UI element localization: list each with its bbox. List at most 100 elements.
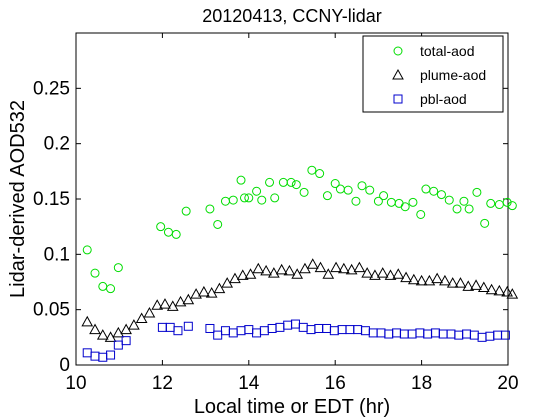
y-tick-label: 0.1: [44, 244, 70, 265]
plume-aod-point: [423, 274, 436, 286]
total-aod-point: [408, 197, 418, 207]
total-aod-point: [270, 193, 280, 203]
plume-aod-point: [314, 261, 327, 273]
x-tick-label: 10: [65, 373, 86, 394]
total-aod-point: [90, 268, 100, 278]
data-points: [81, 165, 519, 362]
plume-aod-point: [446, 277, 459, 288]
plume-aod-point: [268, 267, 280, 278]
plume-aod-point: [81, 315, 94, 327]
x-tick-label: 16: [325, 373, 346, 394]
y-tick-label: 0.25: [33, 78, 70, 99]
plume-aod-legend-label: plume-aod: [420, 67, 486, 83]
total-aod-point: [213, 219, 223, 229]
total-aod-point: [286, 177, 296, 187]
plume-aod-point: [198, 285, 210, 297]
plume-aod-point: [112, 326, 125, 338]
x-axis-title: Local time or EDT (hr): [194, 396, 390, 418]
plume-aod-point: [89, 323, 101, 335]
plume-aod-point: [454, 277, 467, 288]
plume-aod-point: [392, 268, 405, 279]
total-aod-point: [322, 191, 332, 201]
total-aod-point: [507, 201, 517, 211]
plume-aod-point: [384, 269, 397, 280]
total-aod-point: [452, 204, 462, 214]
plume-aod-point: [96, 329, 109, 340]
chart-title: 20120413, CCNY-lidar: [202, 6, 381, 26]
total-aod-point: [472, 187, 482, 197]
plume-aod-point: [400, 271, 412, 283]
total-aod-point: [299, 187, 309, 197]
legend-box: [362, 35, 504, 113]
pbl-aod-legend-marker: [393, 94, 403, 104]
total-aod-point: [330, 179, 340, 189]
total-aod-point: [444, 195, 454, 205]
x-tick-label: 18: [411, 373, 432, 394]
plume-aod-point: [236, 269, 249, 280]
plume-aod-point: [174, 295, 187, 307]
total-aod-point: [252, 186, 262, 196]
plume-aod-series: [81, 258, 519, 342]
total-aod-point: [429, 186, 439, 196]
plume-aod-point: [501, 285, 513, 297]
pbl-aod-point: [183, 321, 193, 331]
plume-aod-point: [353, 261, 366, 273]
total-aod-point: [365, 185, 375, 195]
plume-aod-point: [159, 298, 171, 309]
total-aod-point: [315, 169, 325, 179]
pbl-aod-point: [500, 330, 510, 340]
plume-aod-point: [291, 268, 304, 279]
plume-aod-point: [337, 262, 350, 274]
y-axis-title: Lidar-derived AOD532: [7, 100, 29, 298]
plume-aod-point: [213, 282, 226, 294]
total-aod-point: [480, 218, 490, 228]
pbl-aod-legend-label: pbl-aod: [420, 91, 467, 107]
legend: total-aod plume-aod pbl-aod: [362, 35, 504, 113]
y-tick-label: 0.05: [33, 300, 70, 321]
total-aod-point: [265, 177, 275, 187]
plume-aod-point: [182, 293, 195, 305]
total-aod-point: [205, 204, 215, 214]
y-tick-label: 0.2: [44, 134, 70, 155]
total-aod-point: [113, 263, 123, 273]
x-tick-label: 12: [152, 373, 173, 394]
plume-aod-point: [462, 280, 475, 291]
plume-aod-point: [306, 258, 319, 269]
plume-aod-point: [283, 264, 296, 276]
pbl-aod-series: [82, 319, 510, 362]
total-aod-point: [373, 196, 383, 206]
total-aod-point: [239, 193, 249, 203]
total-aod-legend-label: total-aod: [420, 43, 474, 59]
plume-aod-point: [330, 261, 342, 273]
total-aod-point: [106, 284, 116, 294]
pbl-aod-point: [205, 323, 215, 333]
total-aod-series: [82, 165, 517, 294]
plume-aod-point: [407, 273, 420, 285]
pbl-aod-point: [121, 336, 131, 346]
total-aod-point: [357, 181, 367, 191]
plume-aod-point: [128, 319, 140, 330]
plume-aod-point: [439, 274, 451, 286]
plume-aod-point: [260, 264, 272, 276]
plume-aod-point: [143, 306, 156, 318]
x-tick-label: 14: [238, 373, 260, 394]
plume-aod-point: [244, 268, 257, 279]
plume-aod-point: [493, 284, 506, 296]
total-aod-point: [171, 229, 181, 239]
total-aod-point: [82, 245, 92, 255]
plume-aod-point: [369, 269, 381, 280]
total-aod-point: [343, 185, 353, 195]
plume-aod-point: [431, 272, 444, 284]
pbl-aod-point: [106, 350, 116, 360]
total-aod-point: [257, 195, 267, 205]
axis-ticks: 10 12 14 16 18 20 0 0.05 0.1 0.15 0.2 0.25: [33, 33, 519, 394]
total-aod-point: [400, 202, 410, 212]
total-aod-point: [307, 165, 317, 175]
plume-aod-point: [470, 279, 482, 290]
plume-aod-point: [190, 288, 202, 299]
plume-aod-point: [506, 288, 519, 299]
plume-aod-point: [361, 267, 374, 278]
plume-aod-point: [275, 263, 288, 275]
plume-aod-point: [485, 283, 498, 295]
